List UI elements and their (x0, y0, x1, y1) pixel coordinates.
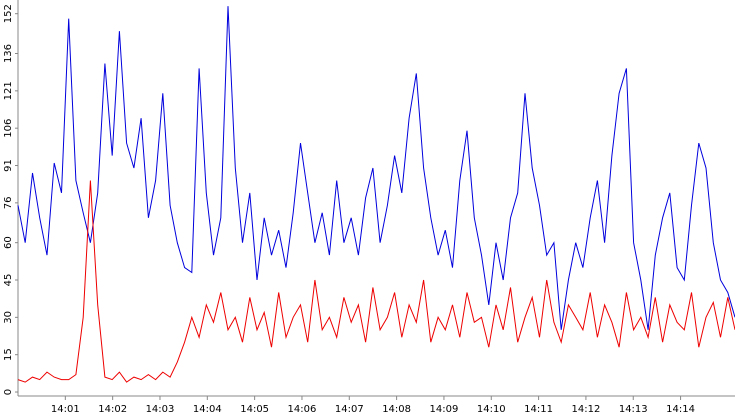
y-tick-label: 30 (3, 311, 14, 324)
x-tick-label: 14:12 (572, 404, 601, 415)
x-tick-label: 14:05 (240, 404, 269, 415)
y-tick-label: 136 (3, 44, 14, 63)
x-tick-label: 14:11 (524, 404, 553, 415)
x-tick-label: 14:08 (382, 404, 411, 415)
series-line (17, 6, 735, 330)
y-tick-label: 76 (3, 196, 14, 209)
y-tick-label: 121 (3, 81, 14, 100)
x-tick-label: 14:09 (430, 404, 459, 415)
x-tick-label: 14:01 (51, 404, 80, 415)
x-tick-label: 14:04 (193, 404, 222, 415)
y-tick-label: 60 (3, 236, 14, 249)
y-tick-label: 0 (3, 389, 14, 395)
y-tick-label: 91 (3, 159, 14, 172)
x-tick-label: 14:13 (619, 404, 648, 415)
x-tick-label: 14:07 (335, 404, 364, 415)
x-tick-label: 14:06 (288, 404, 317, 415)
x-tick-label: 14:14 (666, 404, 695, 415)
x-tick-label: 14:03 (146, 404, 175, 415)
x-tick-label: 14:02 (98, 404, 127, 415)
series-line (17, 180, 735, 383)
y-tick-label: 45 (3, 274, 14, 287)
y-tick-label: 106 (3, 119, 14, 138)
x-tick-label: 14:10 (477, 404, 506, 415)
y-tick-label: 15 (3, 348, 14, 361)
y-tick-label: 152 (3, 4, 14, 23)
